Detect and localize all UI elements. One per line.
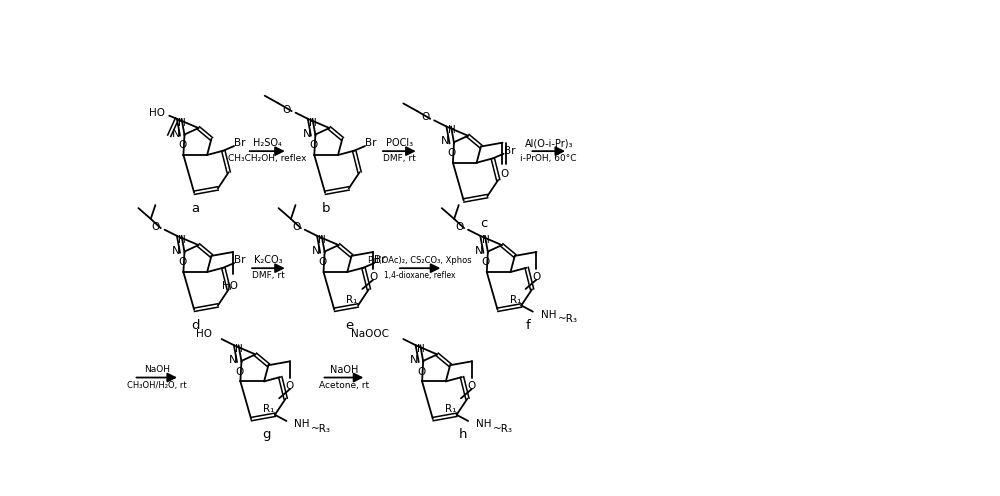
Text: a: a <box>191 202 199 215</box>
Text: O: O <box>318 257 327 267</box>
Text: N: N <box>312 246 320 256</box>
Text: N: N <box>302 129 311 139</box>
Text: HO: HO <box>149 108 165 118</box>
Text: O: O <box>283 105 291 115</box>
Text: NH: NH <box>476 419 491 429</box>
Text: 1,4-dioxane, reflex: 1,4-dioxane, reflex <box>384 271 456 280</box>
Text: Pd(OAc)₂, CS₂CO₃, Xphos: Pd(OAc)₂, CS₂CO₃, Xphos <box>368 256 472 265</box>
Text: O: O <box>178 257 186 267</box>
Text: i-PrOH, 60°C: i-PrOH, 60°C <box>520 154 577 163</box>
Text: h: h <box>459 429 467 441</box>
Text: g: g <box>262 429 270 441</box>
Text: O: O <box>532 272 540 282</box>
Text: CH₃OH/H₂O, rt: CH₃OH/H₂O, rt <box>127 381 187 390</box>
Text: N: N <box>228 355 237 365</box>
Text: DMF, rt: DMF, rt <box>252 271 285 280</box>
Text: O: O <box>292 222 300 232</box>
Text: H: H <box>309 118 317 127</box>
Text: O: O <box>152 222 160 232</box>
Text: H: H <box>235 344 243 354</box>
Text: Br: Br <box>234 255 246 265</box>
Text: NH: NH <box>541 310 556 320</box>
Text: R₁: R₁ <box>445 404 456 415</box>
Text: Br: Br <box>374 255 386 265</box>
Text: O: O <box>421 112 429 123</box>
Text: Br: Br <box>234 138 246 148</box>
Text: H₂SO₄: H₂SO₄ <box>253 138 282 148</box>
Text: ~R₃: ~R₃ <box>493 424 513 434</box>
Text: H: H <box>318 235 326 245</box>
Text: CH₃CH₂OH, reflex: CH₃CH₂OH, reflex <box>228 154 307 163</box>
Text: H: H <box>448 125 456 135</box>
Text: d: d <box>191 319 200 332</box>
Text: f: f <box>526 319 530 332</box>
Text: H: H <box>417 344 425 354</box>
Text: O: O <box>482 257 490 267</box>
Text: c: c <box>480 217 488 230</box>
Text: Br: Br <box>504 146 515 156</box>
Text: N: N <box>171 246 180 256</box>
Text: O: O <box>448 148 456 158</box>
Text: N: N <box>171 129 180 139</box>
Text: O: O <box>500 169 508 179</box>
Text: Br: Br <box>365 138 376 148</box>
Text: Al(O-i-Pr)₃: Al(O-i-Pr)₃ <box>524 138 573 148</box>
Text: HO: HO <box>222 281 238 291</box>
Text: R₁: R₁ <box>346 295 358 305</box>
Text: e: e <box>345 319 353 332</box>
Text: R₁: R₁ <box>510 295 521 305</box>
Text: O: O <box>417 367 425 377</box>
Text: NH: NH <box>294 419 310 429</box>
Text: O: O <box>286 381 294 391</box>
Text: b: b <box>322 202 330 215</box>
Text: O: O <box>369 272 377 282</box>
Text: N: N <box>475 246 483 256</box>
Text: N: N <box>410 355 419 365</box>
Text: H: H <box>178 235 186 245</box>
Text: O: O <box>468 381 476 391</box>
Text: N: N <box>441 136 449 146</box>
Text: NaOOC: NaOOC <box>351 329 389 339</box>
Text: O: O <box>178 140 186 150</box>
Text: NaOH: NaOH <box>144 366 170 374</box>
Text: H: H <box>178 118 186 127</box>
Text: ~R₃: ~R₃ <box>557 314 577 324</box>
Text: O: O <box>455 222 463 232</box>
Text: DMF, rt: DMF, rt <box>383 154 416 163</box>
Text: ~R₃: ~R₃ <box>311 424 331 434</box>
Text: H: H <box>482 235 489 245</box>
Text: NaOH: NaOH <box>330 365 358 375</box>
Text: O: O <box>309 140 317 150</box>
Text: O: O <box>235 367 243 377</box>
Text: R₁: R₁ <box>263 404 275 415</box>
Text: Acetone, rt: Acetone, rt <box>319 381 369 390</box>
Text: POCl₃: POCl₃ <box>386 138 413 148</box>
Text: K₂CO₃: K₂CO₃ <box>254 255 283 265</box>
Text: HO: HO <box>196 329 212 339</box>
